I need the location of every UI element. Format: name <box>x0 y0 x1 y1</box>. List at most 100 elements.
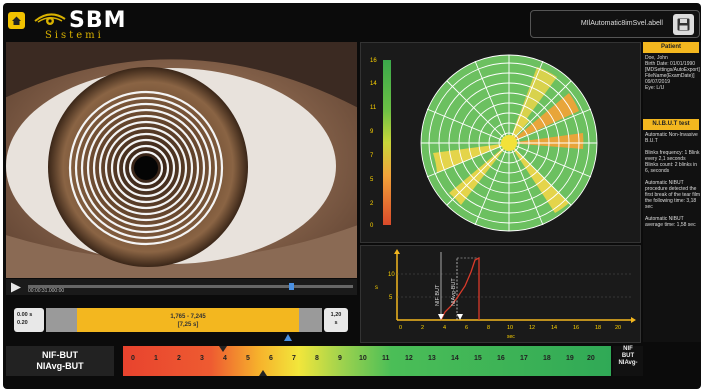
graph-x-tick: 6 <box>465 325 468 331</box>
scale-label: 11 <box>370 105 377 111</box>
test-line: Automatic NIBUT <box>645 180 684 186</box>
test-line: Automatic NIBUT <box>645 216 684 222</box>
nibut-graph: 10 5 s 0 2 4 6 8 10 12 14 16 18 20 sec N… <box>375 249 636 340</box>
test-header: N.I.B.U.T test <box>643 119 699 130</box>
save-button[interactable] <box>673 14 694 35</box>
scale-tick: 9 <box>338 355 342 362</box>
app-window: SBM Sistemi MIlAutomatic8imSvel.abell <box>3 3 701 389</box>
scale-label: 16 <box>370 58 377 64</box>
graph-x-tick: 12 <box>529 325 535 331</box>
graph-x-tick: 8 <box>487 325 490 331</box>
legend-line: BUT <box>621 353 635 359</box>
nif-but-marker-icon <box>219 346 227 352</box>
scale-tick: 15 <box>474 355 482 362</box>
scale-tick: 2 <box>177 355 181 362</box>
test-line: Automatic Non-Invasive <box>645 132 698 138</box>
scale-tick: 18 <box>543 355 551 362</box>
home-icon <box>12 16 21 25</box>
graph-x-tick: 14 <box>551 325 557 331</box>
graph-y-tick: 5 <box>389 295 393 301</box>
patient-line: Doe, John <box>645 55 668 61</box>
graph-y-tick: 10 <box>388 272 395 278</box>
graph-x-tick: 2 <box>421 325 424 331</box>
test-line: Blinks frequency: 1 Blink <box>645 150 700 156</box>
logo-subtitle: Sistemi <box>45 30 104 41</box>
graph-x-tick: 0 <box>399 325 402 331</box>
scale-tick: 0 <box>131 355 135 362</box>
nif-but-label: NIF-BUT <box>42 350 78 360</box>
scale-tick: 17 <box>520 355 528 362</box>
scale-label: 2 <box>370 201 374 207</box>
scale-tick: 10 <box>359 355 367 362</box>
test-line: every 2,1 seconds <box>645 156 686 162</box>
eye-placido-image <box>6 42 357 278</box>
scale-tick: 14 <box>451 355 459 362</box>
scale-label: 5 <box>370 177 374 183</box>
graph-annotation: NIF BUT <box>435 284 441 306</box>
graph-marker-icon <box>457 314 463 320</box>
scale-tick: 3 <box>200 355 204 362</box>
scale-tick: 1 <box>154 355 158 362</box>
test-line: 6, seconds <box>645 168 670 174</box>
range-start-box[interactable]: 0.00 s 0.20 <box>14 308 44 332</box>
graph-x-tick: 16 <box>573 325 579 331</box>
patient-line: 09/07/2019 <box>645 79 671 85</box>
test-line: the following time: 3,18 <box>645 198 697 204</box>
test-line: sec <box>645 204 653 210</box>
logo-text: SBM <box>69 8 127 33</box>
scale-tick: 4 <box>223 355 227 362</box>
range-selection[interactable]: 1,765 - 7,245 [7,25 s] <box>77 308 299 332</box>
scale-tick: 5 <box>246 355 250 362</box>
eye-image-panel[interactable] <box>6 42 357 278</box>
scale-tick: 7 <box>292 355 296 362</box>
file-name-box: MIlAutomatic8imSvel.abell <box>530 10 700 38</box>
scale-tick: 19 <box>566 355 574 362</box>
time-range-selector: 0.00 s 0.20 1,765 - 7,245 [7,25 s] 1,20 … <box>6 303 357 341</box>
graph-x-label: sec <box>507 334 515 340</box>
test-info: Automatic Non-Invasive B.U.T Blinks freq… <box>643 130 701 230</box>
range-track[interactable]: 1,765 - 7,245 [7,25 s] <box>46 308 322 332</box>
niavg-but-marker-icon <box>259 370 267 376</box>
test-line: procedure detected the <box>645 186 697 192</box>
tear-film-map-panel: 16 14 11 9 7 5 2 0 <box>360 42 641 243</box>
scale-tick: 8 <box>315 355 319 362</box>
test-line: B.U.T <box>645 138 658 144</box>
legend-line: NIF <box>623 346 633 352</box>
range-end-value: 1,20 <box>330 312 342 318</box>
scale-tick: 12 <box>405 355 413 362</box>
bottom-color-scale: 0 1 2 3 4 5 6 7 8 9 10 11 12 13 14 15 16… <box>123 346 611 376</box>
graph-annotation: NIAvg-BUT <box>451 278 457 306</box>
scale-tick: 13 <box>428 355 436 362</box>
graph-x-tick: 20 <box>615 325 621 331</box>
range-end-box[interactable]: 1,20 s <box>324 308 348 332</box>
range-marker-icon[interactable] <box>284 334 292 341</box>
video-progress-handle[interactable] <box>289 283 294 290</box>
video-time: 00:00:31.000:00 <box>28 288 65 294</box>
bottom-legend-label: NIF-BUT NIAvg-BUT <box>6 346 114 376</box>
scale-label: 0 <box>370 223 374 229</box>
range-start-value: 0.00 s <box>17 312 33 318</box>
scale-tick: 20 <box>587 355 595 362</box>
graph-x-tick: 10 <box>507 325 513 331</box>
file-name: MIlAutomatic8imSvel.abell <box>580 20 663 27</box>
video-scrubber[interactable]: 00:00:31.000:00 <box>6 279 357 295</box>
color-scale-bar <box>383 60 391 225</box>
graph-y-label: s <box>375 285 378 291</box>
play-icon[interactable] <box>10 282 22 293</box>
graph-marker-icon <box>438 314 444 320</box>
scale-label: 14 <box>370 81 377 87</box>
graph-x-tick: 18 <box>595 325 601 331</box>
range-start-sub: 0.20 <box>17 320 28 326</box>
test-line: average time: 1,58 sec <box>645 222 696 228</box>
test-line: first break of the tear film <box>645 192 701 198</box>
range-selection-label: 1,765 - 7,245 <box>170 314 206 320</box>
tear-breakup-map[interactable] <box>419 53 599 233</box>
patient-line: Eye: L/U <box>645 85 665 91</box>
test-line: Blinks count: 2 blinks in <box>645 162 697 168</box>
patient-line: FileName(ExamDate)] <box>645 73 695 79</box>
home-button[interactable] <box>8 12 25 29</box>
video-progress-track[interactable] <box>28 285 353 288</box>
patient-header: Patient <box>643 42 699 53</box>
patient-line: [MDSettings/AutoExport] <box>645 67 700 73</box>
eye-logo-icon <box>34 13 66 25</box>
